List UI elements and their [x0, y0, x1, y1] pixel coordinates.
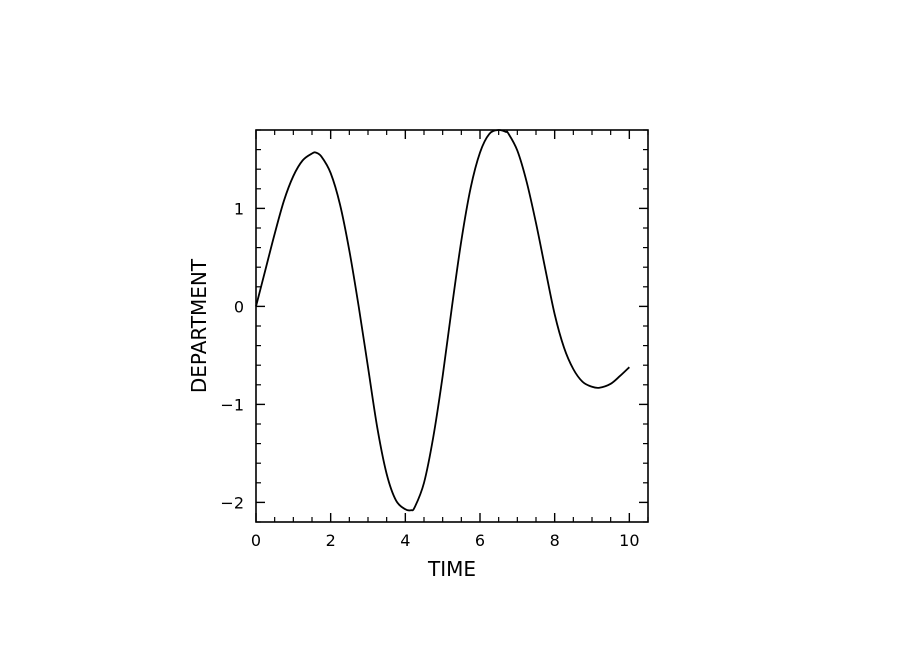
y-tick-label: −1 — [220, 395, 244, 414]
x-tick-label: 2 — [326, 531, 336, 550]
x-tick-label: 6 — [475, 531, 485, 550]
series-layer — [255, 129, 630, 512]
x-tick-label: 0 — [251, 531, 261, 550]
tick-marks — [255, 129, 649, 523]
y-axis-label: DEPARTMENT — [187, 258, 211, 393]
y-tick-label: 0 — [234, 297, 244, 316]
plot-frame — [255, 129, 649, 523]
tick-labels: 0 2 4 6 8 10 −2 −1 0 1 — [220, 199, 639, 550]
series-line — [255, 129, 630, 512]
x-tick-label: 4 — [400, 531, 410, 550]
y-tick-label: −2 — [220, 493, 244, 512]
x-axis-label: TIME — [427, 557, 476, 581]
x-tick-label: 10 — [619, 531, 639, 550]
x-tick-label: 8 — [550, 531, 560, 550]
y-tick-label: 1 — [234, 199, 244, 218]
